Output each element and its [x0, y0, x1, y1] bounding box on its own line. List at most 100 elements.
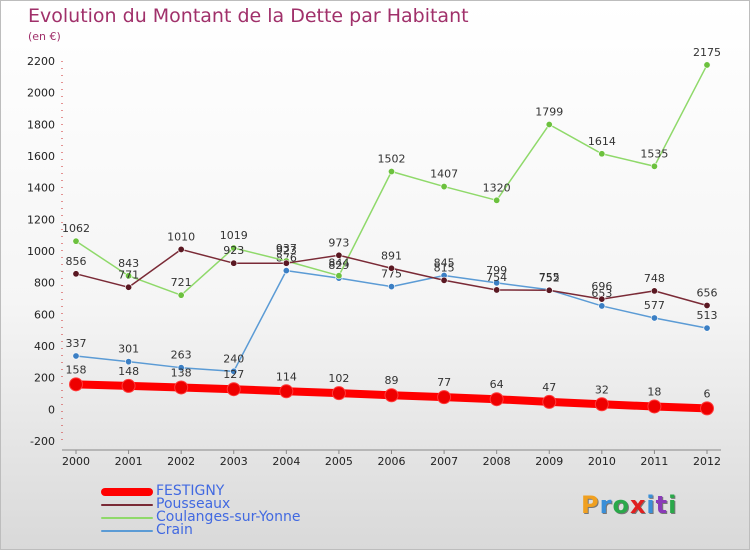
data-label: 1799 [535, 105, 563, 118]
data-point [72, 237, 80, 245]
logo-letter: r [599, 491, 613, 519]
data-point [700, 401, 714, 416]
data-label: 1019 [220, 229, 248, 242]
data-point [440, 183, 448, 191]
y-tick-label: 1200 [27, 213, 55, 226]
data-point [489, 392, 504, 407]
data-point [331, 386, 346, 401]
data-label: 923 [223, 244, 244, 257]
data-point [335, 272, 343, 280]
data-point [125, 283, 133, 291]
data-label: 240 [223, 352, 244, 365]
data-label: 114 [276, 370, 297, 383]
data-point [279, 384, 294, 399]
legend-label: FESTIGNY [156, 483, 225, 499]
data-label: 47 [542, 381, 556, 394]
data-point [542, 394, 557, 409]
y-tick-label: 1800 [27, 118, 55, 131]
proxiti-logo: Proxiti [581, 491, 677, 519]
data-label: 301 [118, 343, 139, 356]
data-point [650, 287, 658, 295]
data-label: 771 [118, 268, 139, 281]
y-tick-label: 400 [34, 340, 55, 353]
data-label: 653 [591, 287, 612, 300]
data-label: 799 [486, 264, 507, 277]
logo-letter: x [629, 491, 647, 519]
data-point [177, 364, 185, 372]
data-label: 1614 [588, 135, 616, 148]
x-tick-label: 2002 [167, 455, 195, 468]
x-tick-label: 2010 [588, 455, 616, 468]
x-tick-label: 2009 [535, 455, 563, 468]
data-label: 829 [328, 259, 349, 272]
data-label: 32 [595, 383, 609, 396]
data-label: 148 [118, 365, 139, 378]
data-point [545, 120, 553, 128]
data-point [384, 388, 399, 403]
logo-letter: i [646, 491, 656, 519]
data-point [703, 324, 711, 332]
data-point [493, 286, 501, 294]
data-point [72, 352, 80, 360]
y-tick-label: 800 [34, 277, 55, 290]
legend-swatch [101, 529, 153, 532]
data-point [650, 162, 658, 170]
data-point [440, 276, 448, 284]
data-label: 815 [434, 261, 455, 274]
x-tick-label: 2004 [272, 455, 300, 468]
legend-label: Pousseaux [156, 496, 231, 512]
x-tick-label: 2003 [220, 455, 248, 468]
data-label: 755 [539, 271, 560, 284]
data-point [387, 264, 395, 272]
y-tick-label: 1000 [27, 245, 55, 258]
y-tick-label: 1400 [27, 182, 55, 195]
data-label: 845 [434, 257, 455, 270]
data-label: 1010 [167, 230, 195, 243]
y-tick-label: 1600 [27, 150, 55, 163]
data-point [598, 295, 606, 303]
data-label: 1062 [62, 222, 90, 235]
logo-letter: o [612, 491, 630, 519]
data-label: 18 [647, 385, 661, 398]
x-tick-label: 2007 [430, 455, 458, 468]
data-point [650, 314, 658, 322]
logo-letter: i [668, 491, 678, 519]
data-label: 77 [437, 376, 451, 389]
data-point [387, 283, 395, 291]
data-point [177, 245, 185, 253]
data-point [121, 378, 136, 393]
data-point [282, 267, 290, 275]
data-point [594, 397, 609, 412]
data-point [387, 168, 395, 176]
data-label: 138 [171, 366, 192, 379]
data-label: 263 [171, 349, 192, 362]
data-label: 923 [276, 244, 297, 257]
data-point [174, 380, 189, 395]
data-point [545, 286, 553, 294]
data-label: 843 [118, 257, 139, 270]
data-label: 1407 [430, 168, 458, 181]
data-label: 1502 [378, 153, 406, 166]
legend-swatch [101, 503, 153, 506]
data-label: 721 [171, 276, 192, 289]
logo-letter: t [655, 491, 669, 519]
y-tick-label: 2000 [27, 87, 55, 100]
chart-unit-label: (en €) [28, 30, 61, 43]
data-point [335, 251, 343, 259]
data-point [177, 291, 185, 299]
data-label: 748 [644, 272, 665, 285]
data-label: 937 [276, 242, 297, 255]
data-point [598, 150, 606, 158]
x-tick-label: 2005 [325, 455, 353, 468]
data-label: 158 [66, 363, 87, 376]
data-point [226, 382, 241, 397]
data-label: 89 [385, 374, 399, 387]
chart-title: Evolution du Montant de la Dette par Hab… [28, 5, 469, 27]
data-point [493, 279, 501, 287]
data-point [72, 270, 80, 278]
chart-legend: FESTIGNY Pousseaux Coulanges-sur-Yonne Crai… [101, 483, 300, 537]
y-tick-label: 0 [48, 403, 55, 416]
data-label: 752 [539, 271, 560, 284]
